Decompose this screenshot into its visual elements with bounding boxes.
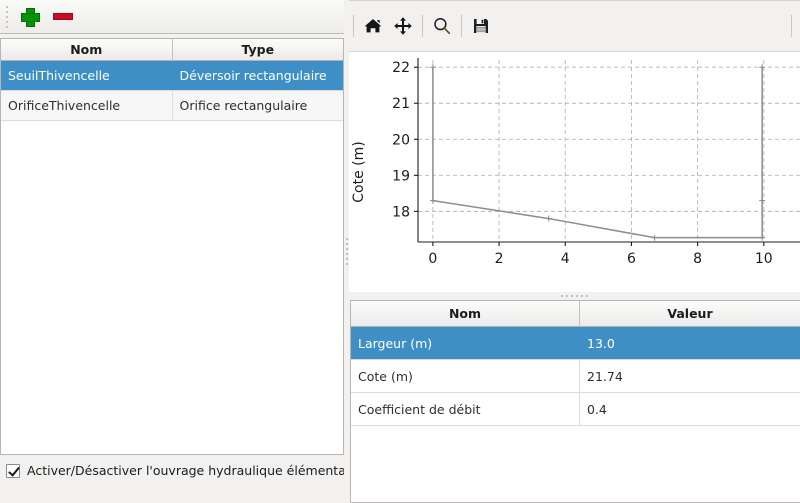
profile-chart[interactable]: 18 19 20 21 22 0 2 4 6 8 10 Cote (m) xyxy=(349,52,800,292)
splitter-grip-icon xyxy=(345,238,348,265)
chart-axes xyxy=(414,58,800,246)
x-tick-label: 4 xyxy=(561,251,570,267)
element-list-toolbar xyxy=(0,0,344,34)
zoom-icon xyxy=(434,17,451,35)
x-tick-label: 6 xyxy=(627,251,636,267)
toolbar-separator xyxy=(422,15,423,37)
home-icon xyxy=(364,19,382,33)
activate-checkbox-label[interactable]: Activer/Désactiver l'ouvrage hydraulique… xyxy=(27,463,362,478)
cell-parameter-value[interactable]: 0.4 xyxy=(587,401,607,417)
cell-parameter-name: Largeur (m) xyxy=(351,327,580,359)
vertical-splitter[interactable] xyxy=(344,0,349,503)
chart-tick-labels: 18 19 20 21 22 0 2 4 6 8 10 xyxy=(392,60,773,267)
element-list-table[interactable]: Nom Type SeuilThivencelle Déversoir rect… xyxy=(0,38,344,455)
cell-parameter-value[interactable]: 21.74 xyxy=(587,368,623,384)
chart-navigation-toolbar xyxy=(349,0,800,52)
x-tick-label: 10 xyxy=(755,251,773,267)
chart-gridlines xyxy=(418,60,800,242)
pan-button[interactable] xyxy=(388,11,418,41)
save-button[interactable] xyxy=(466,11,496,41)
table-row[interactable]: Largeur (m) 13.0 xyxy=(351,327,800,360)
horizontal-splitter[interactable] xyxy=(349,292,800,300)
cell-type: Déversoir rectangulaire xyxy=(179,68,327,83)
y-tick-label: 21 xyxy=(392,96,410,112)
parameter-table-empty-area[interactable] xyxy=(351,426,800,502)
cell-type: Orifice rectangulaire xyxy=(179,98,308,113)
table-row[interactable]: OrificeThivencelle Orifice rectangulaire xyxy=(1,91,343,121)
add-element-button[interactable] xyxy=(12,2,46,32)
home-button[interactable] xyxy=(358,11,388,41)
x-tick-label: 2 xyxy=(495,251,504,267)
save-icon xyxy=(474,19,488,33)
element-list-header: Nom Type xyxy=(1,39,343,61)
y-tick-label: 18 xyxy=(392,204,410,220)
y-tick-label: 19 xyxy=(392,168,410,184)
column-header-type[interactable]: Type xyxy=(172,39,343,61)
column-header-nom[interactable]: Nom xyxy=(1,39,173,61)
cell-parameter-value[interactable]: 13.0 xyxy=(587,335,615,351)
right-panel: 18 19 20 21 22 0 2 4 6 8 10 Cote (m) Nom Valeur La… xyxy=(349,0,800,503)
plus-icon xyxy=(20,8,40,27)
chart-canvas: 18 19 20 21 22 0 2 4 6 8 10 Cote (m) xyxy=(349,52,800,292)
toolbar-separator xyxy=(461,15,462,37)
toolbar-separator xyxy=(353,15,354,37)
x-tick-label: 8 xyxy=(693,251,702,267)
chart-series xyxy=(429,64,766,241)
y-tick-label: 22 xyxy=(392,60,410,76)
chart-y-axis-label: Cote (m) xyxy=(351,141,367,202)
y-tick-label: 20 xyxy=(392,132,410,148)
table-row[interactable]: Cote (m) 21.74 xyxy=(351,360,800,393)
minus-icon xyxy=(53,13,73,20)
activate-structure-row: Activer/Désactiver l'ouvrage hydraulique… xyxy=(0,458,362,503)
parameter-table-header: Nom Valeur xyxy=(351,301,800,327)
splitter-grip-icon xyxy=(561,295,588,297)
cell-nom: SeuilThivencelle xyxy=(1,61,173,90)
toolbar-drag-handle[interactable] xyxy=(2,5,12,29)
remove-element-button[interactable] xyxy=(46,2,80,32)
cell-nom: OrificeThivencelle xyxy=(1,91,173,120)
cell-parameter-name: Cote (m) xyxy=(351,360,580,392)
parameter-table[interactable]: Nom Valeur Largeur (m) 13.0 Cote (m) 21.… xyxy=(350,300,800,503)
cell-parameter-name: Coefficient de débit xyxy=(351,393,580,425)
move-icon xyxy=(394,17,412,35)
activate-checkbox[interactable] xyxy=(6,464,20,478)
column-header-nom[interactable]: Nom xyxy=(351,301,580,327)
element-list-empty-area[interactable] xyxy=(1,121,343,454)
table-row[interactable]: Coefficient de débit 0.4 xyxy=(351,393,800,426)
left-panel: Nom Type SeuilThivencelle Déversoir rect… xyxy=(0,0,362,503)
table-row[interactable]: SeuilThivencelle Déversoir rectangulaire xyxy=(1,61,343,91)
x-tick-label: 0 xyxy=(428,251,437,267)
toolbar-separator-end xyxy=(791,15,792,37)
column-header-valeur[interactable]: Valeur xyxy=(580,301,800,327)
zoom-button[interactable] xyxy=(427,11,457,41)
